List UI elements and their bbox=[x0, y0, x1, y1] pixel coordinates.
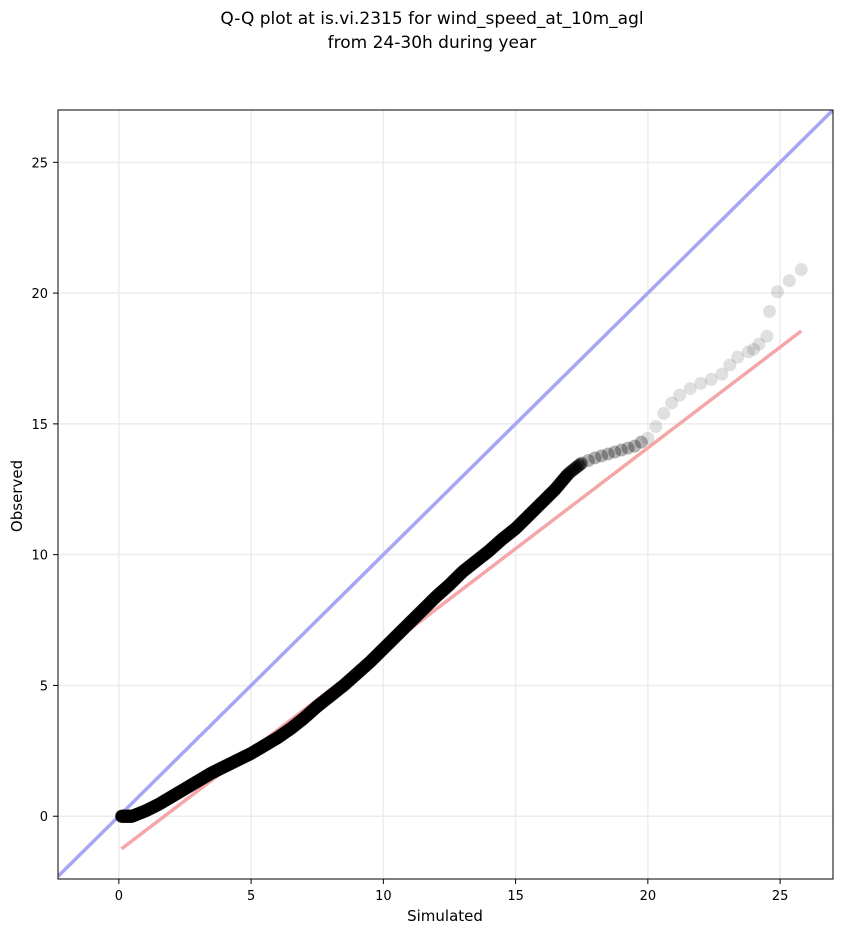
quantile-point bbox=[794, 263, 808, 277]
data-points bbox=[114, 263, 808, 823]
chart-title-line-2: from 24-30h during year bbox=[328, 33, 537, 53]
quantile-point bbox=[731, 350, 745, 364]
y-tick-label: 5 bbox=[40, 679, 48, 694]
y-axis-label: Observed bbox=[8, 460, 26, 532]
quantile-point bbox=[683, 382, 697, 396]
quantile-point bbox=[763, 304, 777, 318]
quantile-point bbox=[573, 458, 587, 472]
quantile-point bbox=[608, 445, 622, 459]
quantile-point bbox=[566, 463, 580, 477]
quantile-point bbox=[588, 451, 602, 465]
quantile-point bbox=[614, 443, 628, 457]
quantile-point bbox=[665, 396, 679, 410]
quantile-point bbox=[634, 435, 648, 449]
axis-ticks: 0 5 10 15 20 25 0 5 10 15 20 25 bbox=[31, 156, 788, 904]
quantile-point bbox=[782, 274, 796, 288]
x-tick-label: 0 bbox=[115, 889, 123, 904]
quantile-point bbox=[562, 466, 576, 480]
chart-title-line-1: Q-Q plot at is.vi.2315 for wind_speed_at… bbox=[220, 9, 643, 29]
x-axis-label: Simulated bbox=[407, 907, 483, 925]
quantile-point bbox=[571, 459, 585, 473]
one-to-one-line bbox=[58, 110, 833, 878]
quantile-point bbox=[673, 388, 687, 402]
x-tick-label: 10 bbox=[375, 889, 392, 904]
quantile-point bbox=[747, 342, 761, 356]
x-tick-label: 5 bbox=[247, 889, 255, 904]
quantile-point bbox=[628, 439, 642, 453]
quantile-point bbox=[770, 285, 784, 299]
y-tick-label: 20 bbox=[31, 287, 48, 302]
x-tick-label: 25 bbox=[772, 889, 789, 904]
quantile-point bbox=[561, 467, 575, 481]
x-tick-label: 15 bbox=[507, 889, 524, 904]
reference-lines bbox=[58, 110, 833, 878]
quantile-point bbox=[657, 406, 671, 420]
quantile-point bbox=[760, 329, 774, 343]
quantile-point bbox=[564, 464, 578, 478]
x-tick-label: 20 bbox=[640, 889, 657, 904]
quantile-point bbox=[621, 441, 635, 455]
quantile-point bbox=[569, 461, 583, 475]
y-tick-label: 15 bbox=[31, 418, 48, 433]
quantile-point bbox=[694, 376, 708, 390]
quantile-point bbox=[570, 460, 584, 474]
quantile-point bbox=[641, 431, 655, 445]
quantile-point bbox=[581, 453, 595, 467]
plot-frame bbox=[57, 109, 834, 880]
quantile-point bbox=[649, 419, 663, 433]
y-tick-label: 0 bbox=[40, 810, 48, 825]
quantile-point bbox=[752, 337, 766, 351]
quantile-point bbox=[601, 447, 615, 461]
y-tick-label: 25 bbox=[31, 156, 48, 171]
quantile-point bbox=[565, 464, 579, 478]
quantile-point bbox=[568, 461, 582, 475]
quantile-point bbox=[561, 468, 575, 482]
quantile-point bbox=[575, 456, 589, 470]
quantile-point bbox=[567, 462, 581, 476]
y-tick-label: 10 bbox=[31, 549, 48, 564]
quantile-point bbox=[572, 458, 586, 472]
quantile-point bbox=[704, 372, 718, 386]
quantile-point bbox=[563, 465, 577, 479]
quantile-point bbox=[574, 457, 588, 471]
quantile-point bbox=[723, 358, 737, 372]
quantile-point bbox=[595, 449, 609, 463]
quantile-point bbox=[715, 367, 729, 381]
grid-lines bbox=[58, 110, 833, 879]
quantile-point bbox=[741, 345, 755, 359]
